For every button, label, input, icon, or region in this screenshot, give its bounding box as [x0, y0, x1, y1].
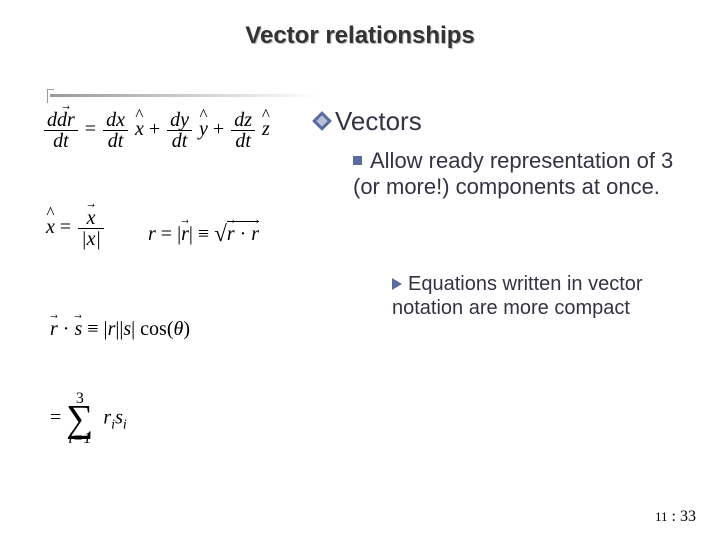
equation-dr-dt: ddrdt = dxdt x + dydt y + dzdt z	[42, 110, 270, 151]
slide-title: Vector relationships	[0, 22, 720, 50]
page-total: : 33	[672, 508, 696, 525]
bullet-allow-ready: Allow ready representation of 3 (or more…	[353, 148, 683, 201]
equation-sum-ri-si: = ∑3i=1 risi	[50, 402, 127, 436]
arrow-bullet-icon	[392, 278, 402, 290]
equation-xhat: x = x |x|	[46, 208, 106, 249]
square-bullet-icon	[353, 156, 362, 165]
heading-vectors: Vectors	[315, 106, 422, 137]
bullet-text: Allow ready representation of 3 (or more…	[353, 148, 673, 199]
equation-dot-product: r · s ≡ |r||s| cos(θ)	[50, 318, 190, 341]
diamond-bullet-icon	[312, 111, 332, 131]
equation-r-magnitude: r = |r| ≡ √r · r	[148, 220, 259, 246]
slide: Vector relationships Vector relationship…	[0, 0, 720, 540]
slide-footer: 11 : 33	[655, 508, 696, 526]
page-number: 11	[655, 509, 668, 524]
subbullet-text: Equations written in vector notation are…	[392, 273, 643, 319]
subbullet-compact: Equations written in vector notation are…	[392, 272, 692, 320]
title-underline	[50, 94, 320, 97]
heading-text: Vectors	[335, 106, 422, 136]
